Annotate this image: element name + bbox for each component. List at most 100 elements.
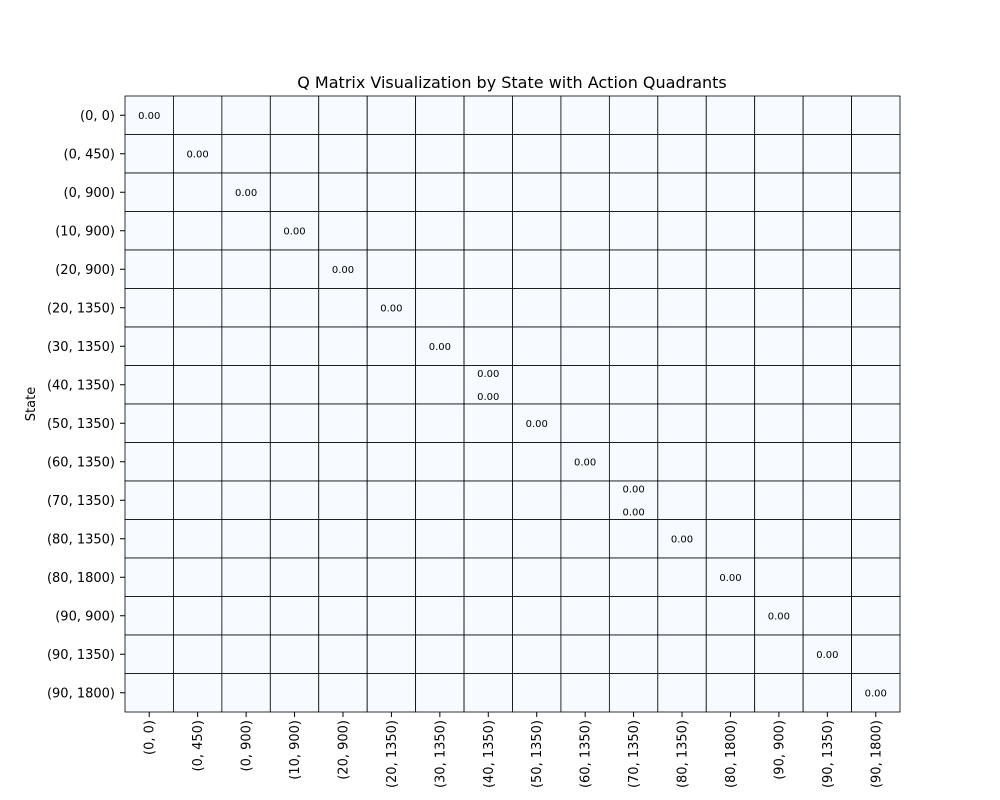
heatmap-cell bbox=[221, 403, 271, 443]
heatmap-cell bbox=[802, 326, 852, 366]
heatmap-cell bbox=[221, 519, 271, 559]
heatmap-cell bbox=[705, 442, 756, 482]
heatmap-cell bbox=[608, 326, 659, 366]
heatmap-cell bbox=[802, 519, 852, 559]
heatmap-cell bbox=[608, 557, 659, 597]
heatmap-cell bbox=[221, 365, 271, 405]
heatmap-cell bbox=[463, 172, 513, 212]
y-tick-label: (20, 1350) bbox=[47, 301, 115, 316]
heatmap-cell bbox=[851, 557, 901, 597]
heatmap-cell bbox=[318, 519, 368, 559]
heatmap-cell bbox=[754, 596, 804, 636]
heatmap-cell bbox=[851, 365, 901, 405]
heatmap-cell bbox=[269, 365, 320, 405]
heatmap-cell bbox=[802, 596, 852, 636]
heatmap-cell bbox=[851, 211, 901, 251]
y-tick-label: (90, 1350) bbox=[47, 648, 115, 663]
heatmap-cell bbox=[851, 326, 901, 366]
heatmap-cell bbox=[705, 673, 756, 713]
heatmap-cell bbox=[124, 634, 174, 674]
heatmap-cell bbox=[851, 403, 901, 443]
heatmap-cell bbox=[754, 172, 804, 212]
heatmap-cell bbox=[657, 673, 707, 713]
heatmap-cell bbox=[221, 95, 271, 135]
y-tick-label: (80, 1800) bbox=[47, 571, 115, 586]
heatmap-cell bbox=[754, 557, 804, 597]
heatmap-cell bbox=[754, 673, 804, 713]
heatmap-cell bbox=[705, 288, 756, 328]
y-tick-label: (20, 900) bbox=[55, 263, 115, 278]
heatmap-cell bbox=[608, 442, 659, 482]
heatmap-cell bbox=[851, 172, 901, 212]
heatmap-cell bbox=[269, 134, 320, 174]
heatmap-cell bbox=[124, 326, 174, 366]
heatmap-cell bbox=[366, 634, 417, 674]
heatmap-cell bbox=[463, 442, 513, 482]
heatmap-cell bbox=[560, 519, 610, 559]
heatmap-cell bbox=[269, 442, 320, 482]
x-tick-label: (80, 1350) bbox=[676, 720, 691, 788]
heatmap-cell bbox=[173, 634, 223, 674]
heatmap-cell bbox=[851, 596, 901, 636]
heatmap-cell bbox=[463, 634, 513, 674]
y-axis-label: State bbox=[24, 387, 39, 421]
heatmap-cell bbox=[221, 211, 271, 251]
heatmap-cell bbox=[705, 634, 756, 674]
heatmap-cell bbox=[124, 211, 174, 251]
heatmap-cell bbox=[802, 557, 852, 597]
heatmap-cell bbox=[415, 95, 465, 135]
heatmap-cell bbox=[705, 519, 756, 559]
heatmap-cell bbox=[173, 211, 223, 251]
heatmap-cell bbox=[657, 172, 707, 212]
y-tick-label: (80, 1350) bbox=[47, 532, 115, 547]
heatmap-cell bbox=[802, 442, 852, 482]
heatmap-cell bbox=[124, 249, 174, 289]
heatmap-cell bbox=[754, 442, 804, 482]
heatmap-cell bbox=[754, 480, 804, 520]
heatmap-cell bbox=[705, 211, 756, 251]
heatmap-cell bbox=[318, 442, 368, 482]
heatmap-cell bbox=[318, 365, 368, 405]
heatmap-cell bbox=[463, 95, 513, 135]
heatmap-cell bbox=[608, 211, 659, 251]
heatmap-cell bbox=[173, 134, 223, 174]
x-tick-label: (80, 1800) bbox=[724, 720, 739, 788]
heatmap-cell bbox=[657, 134, 707, 174]
heatmap-cell bbox=[173, 480, 223, 520]
value-annotations: 0.00 0.00 0.00 0.00 0.00 0.00 0.00 0.00 0.00 0.00… bbox=[138, 111, 887, 700]
heatmap-cell bbox=[657, 519, 707, 559]
heatmap-cell bbox=[512, 596, 562, 636]
heatmap-cell bbox=[366, 557, 417, 597]
heatmap-cell bbox=[754, 249, 804, 289]
heatmap-cell bbox=[512, 480, 562, 520]
heatmap-cell bbox=[560, 365, 610, 405]
x-tick-label: (90, 900) bbox=[772, 720, 787, 780]
chart-title: Q Matrix Visualization by State with Act… bbox=[297, 73, 727, 92]
heatmap-cell bbox=[124, 403, 174, 443]
cell-value: 0.00 bbox=[622, 507, 644, 518]
heatmap-cell bbox=[512, 673, 562, 713]
cell-value: 0.00 bbox=[768, 611, 790, 622]
heatmap-cell bbox=[657, 95, 707, 135]
cell-value: 0.00 bbox=[477, 369, 499, 380]
y-tick-label: (10, 900) bbox=[55, 224, 115, 239]
heatmap-cell bbox=[463, 596, 513, 636]
heatmap-cell bbox=[318, 634, 368, 674]
heatmap-cell bbox=[124, 480, 174, 520]
heatmap-cell bbox=[415, 326, 465, 366]
heatmap-cell bbox=[463, 519, 513, 559]
heatmap-cell bbox=[851, 134, 901, 174]
cell-value: 0.00 bbox=[574, 457, 596, 468]
heatmap-cell bbox=[657, 480, 707, 520]
heatmap-cell bbox=[221, 249, 271, 289]
cell-value: 0.00 bbox=[865, 688, 887, 699]
heatmap-cell bbox=[173, 442, 223, 482]
heatmap-cell bbox=[415, 172, 465, 212]
heatmap-cell bbox=[366, 134, 417, 174]
heatmap-cell bbox=[269, 480, 320, 520]
heatmap-cell bbox=[318, 403, 368, 443]
heatmap-cell bbox=[560, 288, 610, 328]
x-tick-label: (40, 1350) bbox=[482, 720, 497, 788]
heatmap-cell bbox=[124, 95, 174, 135]
heatmap-cell bbox=[705, 134, 756, 174]
